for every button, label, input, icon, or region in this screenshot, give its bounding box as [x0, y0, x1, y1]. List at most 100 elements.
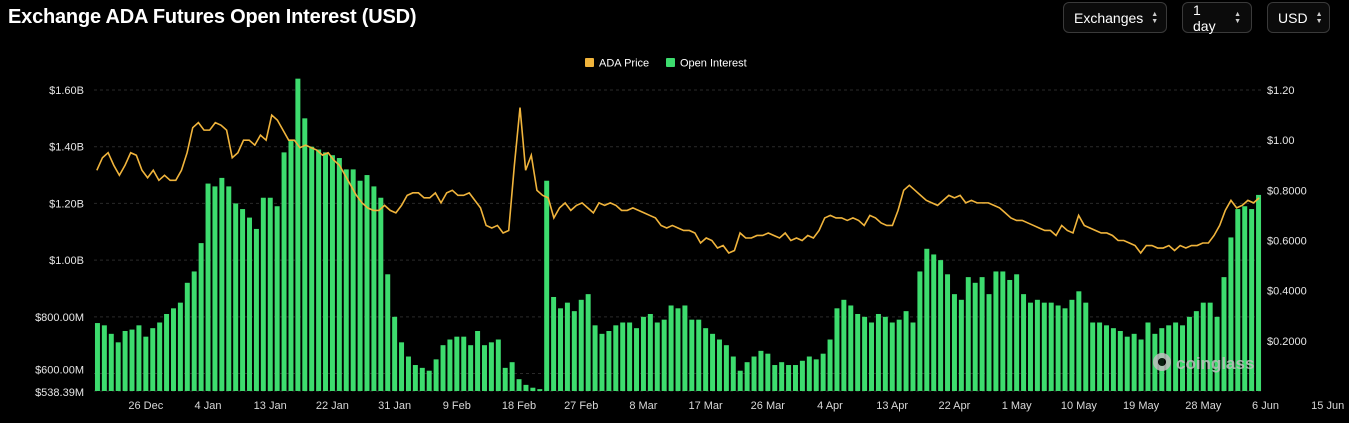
- oi-bar[interactable]: [1256, 194, 1262, 391]
- oi-bar[interactable]: [412, 365, 418, 391]
- oi-bar[interactable]: [233, 203, 239, 391]
- oi-bar[interactable]: [247, 217, 252, 391]
- oi-bar[interactable]: [157, 322, 163, 392]
- oi-bar[interactable]: [115, 342, 121, 391]
- oi-bar[interactable]: [564, 302, 570, 391]
- oi-bar[interactable]: [620, 322, 626, 392]
- oi-bar[interactable]: [454, 336, 460, 391]
- oi-bar[interactable]: [364, 175, 370, 391]
- oi-bar[interactable]: [1048, 302, 1054, 391]
- oi-bar[interactable]: [502, 367, 508, 391]
- oi-bar[interactable]: [869, 322, 875, 392]
- oi-bar[interactable]: [343, 169, 349, 391]
- oi-bar[interactable]: [647, 313, 653, 391]
- oi-bar[interactable]: [640, 316, 646, 391]
- oi-bar[interactable]: [1055, 305, 1061, 391]
- oi-bar[interactable]: [177, 302, 183, 391]
- oi-bar[interactable]: [1110, 328, 1116, 391]
- oi-bar[interactable]: [613, 325, 619, 391]
- oi-bar[interactable]: [668, 305, 674, 391]
- oi-bar[interactable]: [841, 299, 847, 391]
- oi-bar[interactable]: [316, 149, 322, 391]
- oi-bar[interactable]: [101, 325, 107, 391]
- oi-bar[interactable]: [765, 353, 771, 391]
- oi-bar[interactable]: [1186, 316, 1192, 391]
- oi-bar[interactable]: [1000, 271, 1006, 391]
- oi-bar[interactable]: [129, 329, 135, 391]
- oi-bar[interactable]: [295, 78, 301, 391]
- oi-bar[interactable]: [191, 271, 197, 391]
- oi-bar[interactable]: [447, 339, 453, 391]
- oi-bar[interactable]: [903, 311, 909, 391]
- oi-bar[interactable]: [827, 339, 833, 391]
- oi-bar[interactable]: [1173, 322, 1179, 392]
- oi-bar[interactable]: [1097, 322, 1103, 392]
- oi-bar[interactable]: [654, 322, 660, 392]
- oi-bar[interactable]: [592, 325, 598, 391]
- oi-bar[interactable]: [627, 322, 633, 392]
- oi-bar[interactable]: [544, 180, 550, 391]
- oi-bar[interactable]: [1131, 333, 1137, 391]
- oi-bar[interactable]: [882, 316, 888, 391]
- oi-bar[interactable]: [1145, 322, 1151, 392]
- oi-bar[interactable]: [716, 339, 722, 391]
- oi-bar[interactable]: [122, 331, 128, 391]
- legend-item-open-interest[interactable]: Open Interest: [666, 58, 747, 70]
- oi-bar[interactable]: [288, 141, 294, 391]
- oi-bar[interactable]: [378, 197, 384, 391]
- oi-bar[interactable]: [1021, 294, 1027, 391]
- oi-bar[interactable]: [751, 356, 757, 391]
- oi-bar[interactable]: [1180, 325, 1186, 391]
- oi-bar[interactable]: [440, 345, 446, 391]
- oi-bar[interactable]: [405, 356, 411, 391]
- oi-bar[interactable]: [482, 345, 487, 391]
- oi-bar[interactable]: [737, 370, 743, 391]
- oi-bar[interactable]: [302, 118, 308, 391]
- oi-bar[interactable]: [226, 186, 232, 391]
- oi-bar[interactable]: [274, 206, 280, 391]
- oi-bar[interactable]: [108, 333, 114, 391]
- oi-bar[interactable]: [170, 308, 176, 391]
- oi-bar[interactable]: [820, 353, 826, 391]
- oi-bar[interactable]: [523, 384, 529, 391]
- oi-bar[interactable]: [371, 186, 377, 391]
- oi-bar[interactable]: [710, 333, 716, 391]
- oi-bar[interactable]: [682, 305, 688, 391]
- oi-bar[interactable]: [1014, 274, 1020, 391]
- oi-bar[interactable]: [585, 294, 591, 391]
- oi-bar[interactable]: [578, 299, 584, 391]
- oi-bar[interactable]: [924, 248, 930, 391]
- oi-bar[interactable]: [329, 155, 335, 391]
- oi-bar[interactable]: [281, 152, 287, 391]
- oi-bar[interactable]: [1027, 302, 1033, 391]
- oi-bar[interactable]: [744, 362, 750, 391]
- oi-bar[interactable]: [634, 328, 640, 391]
- oi-bar[interactable]: [703, 328, 709, 391]
- oi-bar[interactable]: [855, 313, 861, 391]
- oi-bar[interactable]: [1034, 299, 1040, 391]
- oi-bar[interactable]: [205, 183, 211, 391]
- oi-bar[interactable]: [495, 339, 501, 391]
- oi-bar[interactable]: [862, 316, 868, 391]
- oi-bar[interactable]: [516, 379, 522, 391]
- oi-bar[interactable]: [875, 313, 881, 391]
- oi-bar[interactable]: [723, 345, 729, 391]
- oi-bar[interactable]: [786, 365, 792, 391]
- oi-bar[interactable]: [675, 308, 681, 391]
- oi-bar[interactable]: [979, 277, 985, 391]
- oi-bar[interactable]: [1117, 331, 1123, 391]
- oi-bar[interactable]: [1076, 291, 1082, 391]
- oi-bar[interactable]: [1242, 206, 1248, 391]
- oi-bar[interactable]: [779, 362, 785, 391]
- oi-bar[interactable]: [1214, 316, 1220, 391]
- oi-bar[interactable]: [945, 274, 951, 391]
- oi-bar[interactable]: [468, 345, 474, 391]
- oi-bar[interactable]: [419, 367, 425, 391]
- oi-bar[interactable]: [323, 152, 329, 391]
- oi-bar[interactable]: [806, 356, 812, 391]
- oi-bar[interactable]: [599, 333, 605, 391]
- oi-bar[interactable]: [689, 319, 695, 391]
- oi-bar[interactable]: [426, 370, 432, 391]
- oi-bar[interactable]: [896, 319, 902, 391]
- oi-bar[interactable]: [993, 271, 999, 391]
